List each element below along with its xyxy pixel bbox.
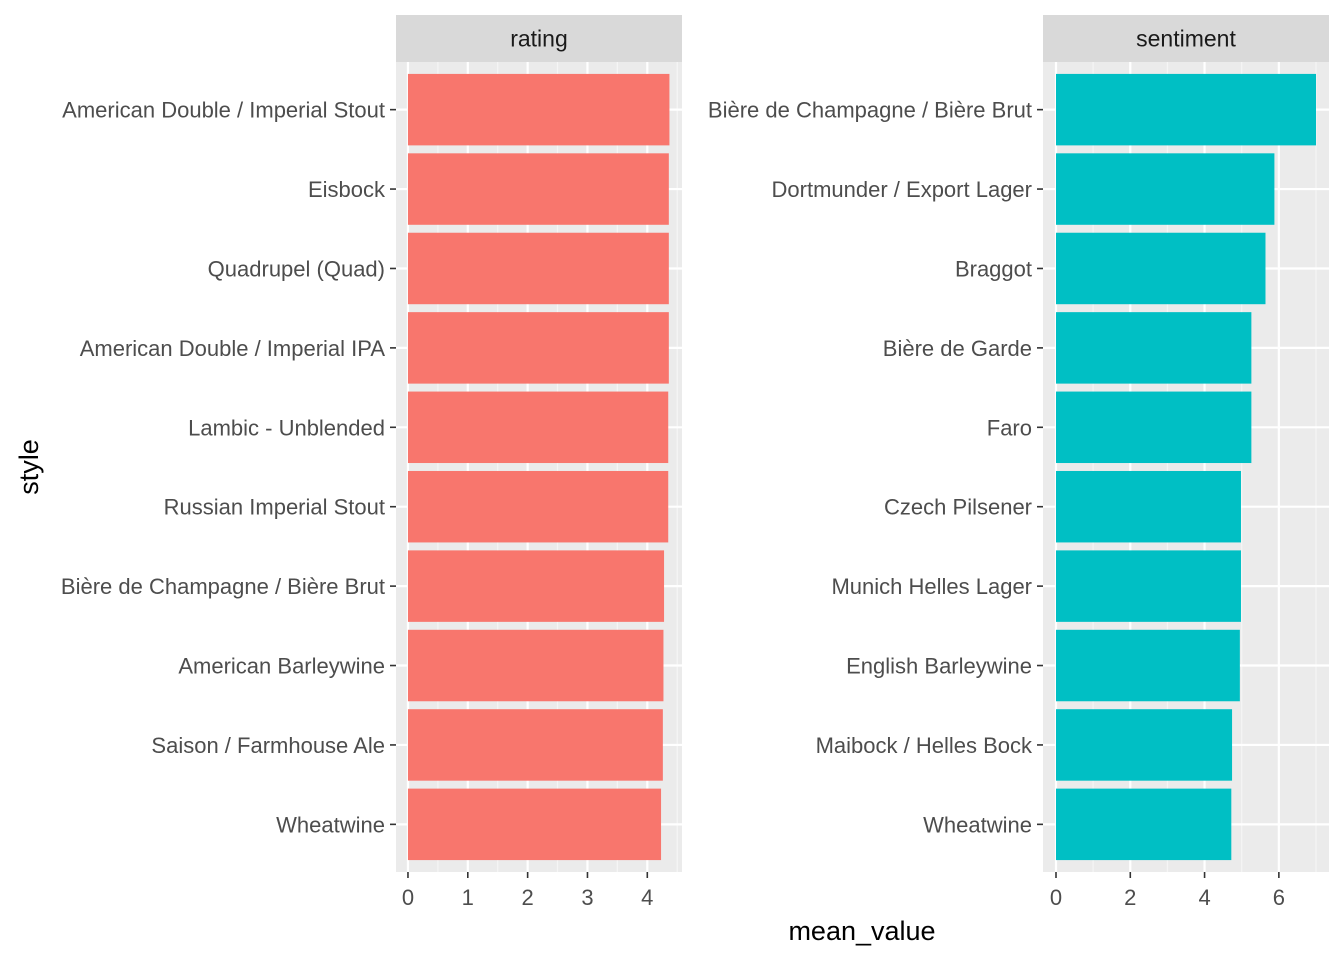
- y-tick-label: Saison / Farmhouse Ale: [151, 733, 385, 758]
- y-tick-label: English Barleywine: [846, 654, 1032, 679]
- bars-rating: [407, 73, 670, 861]
- bar: [407, 629, 664, 702]
- y-tick-label: American Double / Imperial Stout: [62, 98, 385, 123]
- facet-sentiment: sentiment Bière de Champagne / Bière Bru…: [708, 15, 1329, 910]
- y-tick-label: Faro: [987, 415, 1032, 440]
- bar: [407, 470, 669, 543]
- y-tick-label: Wheatwine: [276, 812, 385, 837]
- bar: [1056, 232, 1266, 305]
- bar: [1056, 550, 1241, 622]
- facet-rating: rating American Double / Imperial Stout E…: [61, 15, 682, 910]
- bar: [407, 153, 669, 225]
- bar: [1056, 312, 1252, 384]
- category-axis-rating: American Double / Imperial Stout Eisbock Q…: [61, 98, 396, 837]
- y-tick-label: Eisbock: [308, 177, 386, 202]
- bar: [407, 73, 670, 146]
- facet-strip-label-rating: rating: [510, 26, 568, 52]
- y-tick-label: Bière de Champagne / Bière Brut: [708, 98, 1032, 123]
- bar: [407, 391, 669, 464]
- y-axis-title: style: [14, 439, 44, 495]
- bar: [407, 709, 663, 781]
- bar: [407, 788, 662, 861]
- y-tick-label: Maibock / Helles Bock: [816, 733, 1033, 758]
- x-tick-label: 4: [1198, 885, 1210, 910]
- x-tick-label: 6: [1273, 885, 1285, 910]
- y-tick-label: Czech Pilsener: [884, 495, 1032, 520]
- x-tick-label: 0: [402, 885, 414, 910]
- y-tick-label: Wheatwine: [923, 812, 1032, 837]
- x-tick-label: 0: [1050, 885, 1062, 910]
- facet-strip-sentiment: [1043, 15, 1329, 62]
- bar: [1056, 470, 1241, 543]
- bar: [1056, 391, 1252, 464]
- x-tick-label: 3: [581, 885, 593, 910]
- facet-strip-label-sentiment: sentiment: [1136, 26, 1236, 52]
- value-axis-rating: 0 1 2 3 4: [402, 872, 653, 910]
- y-tick-label: American Double / Imperial IPA: [80, 336, 386, 361]
- y-tick-label: Quadrupel (Quad): [208, 256, 385, 281]
- y-tick-label: Bière de Garde: [883, 336, 1032, 361]
- facet-strip-rating: [396, 15, 682, 62]
- y-tick-label: Munich Helles Lager: [831, 574, 1032, 599]
- bar: [407, 312, 669, 384]
- category-axis-sentiment: Bière de Champagne / Bière Brut Dortmunde…: [708, 98, 1043, 837]
- bar: [1056, 153, 1275, 225]
- y-tick-label: American Barleywine: [178, 654, 385, 679]
- y-tick-label: Braggot: [955, 256, 1032, 281]
- x-tick-label: 2: [522, 885, 534, 910]
- bar: [1056, 629, 1240, 702]
- bar: [1056, 73, 1316, 146]
- x-tick-label: 4: [641, 885, 653, 910]
- y-tick-label: Dortmunder / Export Lager: [772, 177, 1032, 202]
- bar: [1056, 709, 1233, 781]
- y-tick-label: Bière de Champagne / Bière Brut: [61, 574, 385, 599]
- y-tick-label: Russian Imperial Stout: [164, 495, 385, 520]
- x-tick-label: 2: [1124, 885, 1136, 910]
- bar: [1056, 788, 1232, 861]
- y-tick-label: Lambic - Unblended: [188, 415, 385, 440]
- bar: [407, 550, 665, 622]
- bars-sentiment: [1056, 73, 1316, 861]
- x-tick-label: 1: [462, 885, 474, 910]
- bar: [407, 232, 669, 305]
- x-axis-title: mean_value: [788, 916, 935, 946]
- value-axis-sentiment: 0 2 4 6: [1050, 872, 1285, 910]
